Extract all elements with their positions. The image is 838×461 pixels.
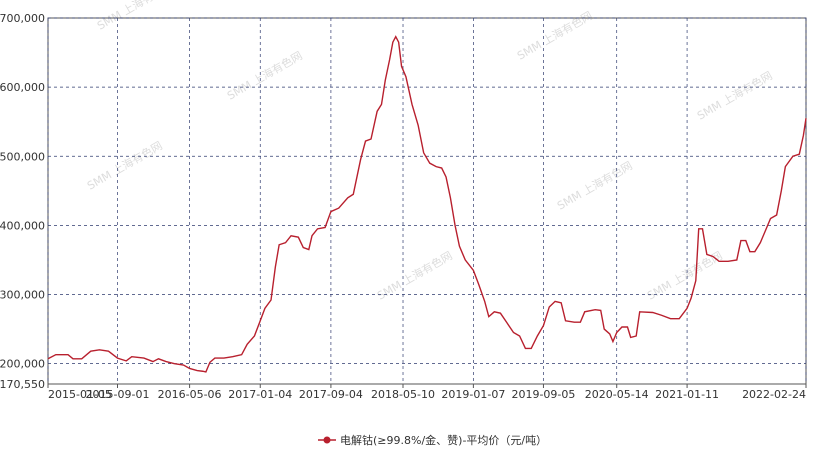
y-tick-label: 600,000 xyxy=(0,81,45,94)
watermark: SMM 上海有色网 xyxy=(95,0,175,33)
y-tick-label: 700,000 xyxy=(0,12,45,25)
x-tick-label: 2020-05-14 xyxy=(585,388,649,401)
x-tick-label: 2021-01-11 xyxy=(655,388,719,401)
x-tick-label: 2017-09-04 xyxy=(299,388,363,401)
legend-swatch xyxy=(323,436,331,444)
y-tick-label: 200,000 xyxy=(0,358,45,371)
line-series xyxy=(47,35,807,373)
x-tick-label: 2019-09-05 xyxy=(511,388,575,401)
x-tick-label: 2022-02-24 xyxy=(742,388,806,401)
y-tick-label: 400,000 xyxy=(0,219,45,232)
watermark: SMM 上海有色网 xyxy=(555,158,635,212)
watermark: SMM 上海有色网 xyxy=(85,138,165,192)
legend-label: 电解钴(≥99.8%/金、赞)-平均价（元/吨） xyxy=(340,433,547,447)
x-tick-label: 2015-01-05 xyxy=(48,388,112,401)
x-tick-label: 2015-09-01 xyxy=(86,388,150,401)
watermark: SMM 上海有色网 xyxy=(225,48,305,102)
x-tick-label: 2019-01-07 xyxy=(441,388,505,401)
watermark: SMM 上海有色网 xyxy=(695,68,775,122)
watermark: SMM 上海有色网 xyxy=(515,8,595,62)
y-tick-label: 300,000 xyxy=(0,289,45,302)
x-tick-label: 2017-01-04 xyxy=(228,388,292,401)
y-tick-label: 500,000 xyxy=(0,150,45,163)
x-tick-label: 2018-05-10 xyxy=(371,388,435,401)
y-tick-label: 170,550 xyxy=(0,378,45,391)
plot-frame xyxy=(47,17,807,385)
x-tick-label: 2016-05-06 xyxy=(158,388,222,401)
